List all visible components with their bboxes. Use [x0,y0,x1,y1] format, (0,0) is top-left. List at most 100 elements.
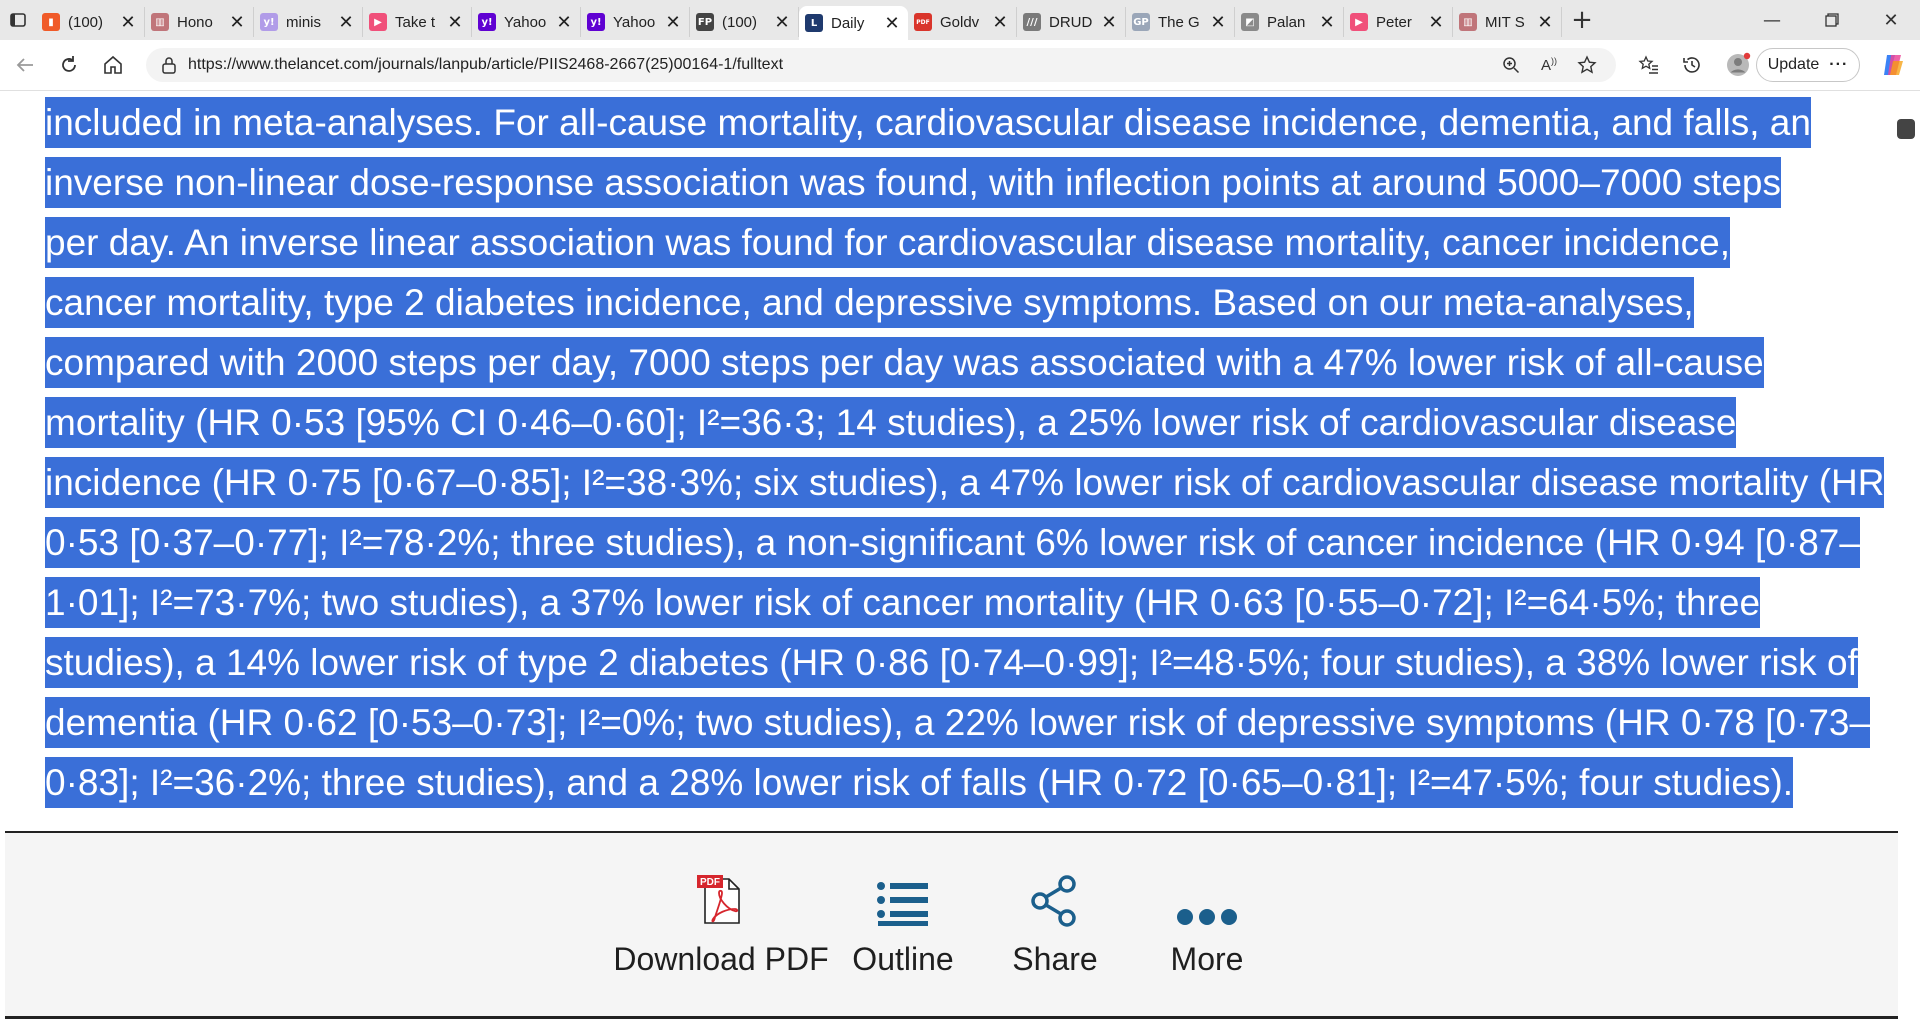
home-button[interactable] [96,48,130,82]
article-line[interactable]: mortality (HR 0·53 [95% CI 0·46–0·60]; I… [45,397,1737,448]
tab-title: Hono [177,13,213,31]
copilot-button[interactable] [1880,52,1906,78]
scrollbar-thumb[interactable] [1897,119,1915,139]
yahoo-icon: y! [587,13,605,31]
lancet-icon: L [805,14,823,32]
back-button[interactable] [8,48,42,82]
tab-close-icon[interactable]: ✕ [1319,11,1335,33]
tab-title: Take t [395,13,436,31]
tab-close-icon[interactable]: ✕ [447,11,463,33]
svg-text:PDF: PDF [700,877,720,888]
more-button[interactable]: More [1131,867,1283,978]
tab-1[interactable]: ▮ (100) ✕ [36,7,145,37]
outline-button[interactable]: Outline [827,867,979,978]
tab-title: MIT S [1485,13,1525,31]
tab-close-icon[interactable]: ✕ [884,12,900,34]
history-button[interactable] [1679,52,1705,78]
tab-3[interactable]: y! minis ✕ [254,7,363,37]
tab-close-icon[interactable]: ✕ [120,11,136,33]
refresh-button[interactable] [52,48,86,82]
tab-14[interactable]: ▥ MIT S ✕ [1453,7,1562,37]
update-label: Update [1767,56,1820,73]
tab-6[interactable]: y! Yahoo ✕ [581,7,690,37]
article-line[interactable]: cancer mortality, type 2 diabetes incide… [45,277,1694,328]
yahoo-icon: y! [478,13,496,31]
read-aloud-icon[interactable]: A)) [1540,56,1557,74]
more-menu-icon: ··· [1829,56,1849,73]
tab-2[interactable]: ▥ Hono ✕ [145,7,254,37]
copilot-icon [1884,55,1903,75]
tab-close-icon[interactable]: ✕ [774,11,790,33]
tab-12[interactable]: ◩ Palan ✕ [1235,7,1344,37]
tab-close-icon[interactable]: ✕ [229,11,245,33]
article-line[interactable]: incidence (HR 0·75 [0·67–0·85]; I²=38·3%… [45,457,1885,508]
tab-title: (100) [68,13,104,31]
tab-actions-icon [10,13,26,27]
image-icon: ◩ [1241,13,1259,31]
yahoo-icon: y! [260,13,278,31]
article-line[interactable]: per day. An inverse linear association w… [45,217,1731,268]
favorites-list-icon [1638,55,1658,74]
tab-close-icon[interactable]: ✕ [992,11,1008,33]
share-button[interactable]: Share [979,867,1131,978]
drud-icon: /// [1023,13,1041,31]
favorites-button[interactable] [1636,52,1662,78]
download-pdf-button[interactable]: PDF Download PDF [613,867,829,978]
url-text[interactable]: https://www.thelancet.com/journals/lanpu… [188,56,784,73]
tab-9[interactable]: PDF Goldv ✕ [908,7,1017,37]
tab-title: Goldv [940,13,980,31]
tab-close-icon[interactable]: ✕ [1537,11,1553,33]
address-bar[interactable]: https://www.thelancet.com/journals/lanpu… [146,48,1616,82]
bookmark-icon: ▮ [42,13,60,31]
tab-close-icon[interactable]: ✕ [1210,11,1226,33]
minimize-icon: — [1763,9,1781,31]
tab-title: Peter [1376,13,1412,31]
more-dots-icon [1177,909,1237,925]
tab-close-icon[interactable]: ✕ [338,11,354,33]
tab-strip: ▮ (100) ✕ ▥ Hono ✕ y! minis ✕ ▶ Take t ✕ y! Yahoo ✕ y! Y… [0,0,1920,40]
tab-close-icon[interactable]: ✕ [556,11,572,33]
update-button[interactable]: Update ··· [1756,48,1860,82]
minimize-button[interactable]: — [1743,0,1801,40]
tab-title: DRUD [1049,13,1093,31]
article-line[interactable]: 1·01]; I²=73·7%; two studies), a 37% low… [45,577,1761,628]
tab-10[interactable]: /// DRUD ✕ [1017,7,1126,37]
restore-button[interactable] [1803,0,1861,40]
profile-button[interactable] [1725,52,1751,78]
article-line[interactable]: 0·83]; I²=36·2%; three studies), and a 2… [45,757,1794,808]
building-icon: ▥ [1459,13,1477,31]
fp-icon: FP [696,13,714,31]
zoom-icon[interactable] [1500,55,1522,75]
tab-title: Yahoo [613,13,656,31]
home-icon [104,55,122,74]
gp-icon: GP [1132,13,1150,31]
tab-8[interactable]: L Daily ✕ [799,6,908,40]
tab-11[interactable]: GP The G ✕ [1126,7,1235,37]
article-line[interactable]: inverse non-linear dose-response associa… [45,157,1781,208]
favorite-star-icon[interactable] [1576,55,1598,75]
article-viewport: included in meta-analyses. For all-cause… [0,91,1920,831]
tab-5[interactable]: y! Yahoo ✕ [472,7,581,37]
tab-close-icon[interactable]: ✕ [1101,11,1117,33]
article-line[interactable]: studies), a 14% lower risk of type 2 dia… [45,637,1858,688]
tab-4[interactable]: ▶ Take t ✕ [363,7,472,37]
article-line[interactable]: included in meta-analyses. For all-cause… [45,97,1811,148]
tab-7[interactable]: FP (100) ✕ [690,7,799,37]
new-tab-button[interactable]: + [1562,0,1602,40]
article-line[interactable]: compared with 2000 steps per day, 7000 s… [45,337,1764,388]
article-line[interactable]: 0·53 [0·37–0·77]; I²=78·2%; three studie… [45,517,1860,568]
tab-title: minis [286,13,322,31]
plus-icon: + [1571,5,1593,35]
tab-title: The G [1158,13,1200,31]
tab-close-icon[interactable]: ✕ [1428,11,1444,33]
tab-actions-button[interactable] [0,0,36,40]
lock-icon[interactable] [158,55,180,75]
close-window-button[interactable]: ✕ [1862,0,1920,40]
tab-close-icon[interactable]: ✕ [665,11,681,33]
article-summary-text[interactable]: included in meta-analyses. For all-cause… [45,93,1885,813]
more-label: More [1170,941,1244,977]
outline-label: Outline [852,941,954,977]
article-line[interactable]: dementia (HR 0·62 [0·53–0·73]; I²=0%; tw… [45,697,1871,748]
tab-13[interactable]: ▶ Peter ✕ [1344,7,1453,37]
building-icon: ▥ [151,13,169,31]
